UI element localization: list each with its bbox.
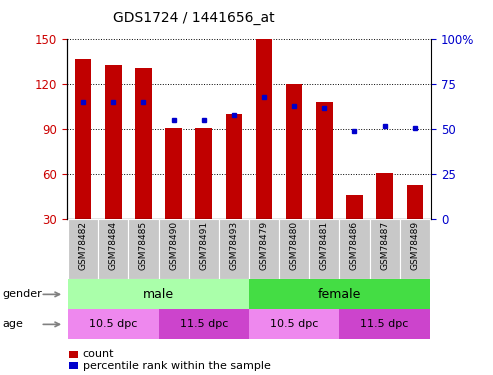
Bar bbox=[256, 39, 272, 219]
Bar bbox=[219, 219, 249, 279]
Bar bbox=[68, 219, 98, 279]
Bar bbox=[316, 102, 333, 219]
Text: 10.5 dpc: 10.5 dpc bbox=[89, 320, 138, 329]
Text: GSM78486: GSM78486 bbox=[350, 221, 359, 270]
Bar bbox=[279, 219, 309, 279]
Bar bbox=[135, 68, 152, 219]
Text: GDS1724 / 1441656_at: GDS1724 / 1441656_at bbox=[113, 11, 275, 25]
Bar bbox=[75, 59, 91, 219]
Text: 11.5 dpc: 11.5 dpc bbox=[179, 320, 228, 329]
Text: age: age bbox=[2, 320, 23, 329]
Bar bbox=[249, 279, 430, 309]
Bar bbox=[165, 128, 182, 219]
Bar bbox=[68, 279, 249, 309]
Bar bbox=[105, 65, 122, 219]
Text: gender: gender bbox=[2, 290, 42, 299]
Bar bbox=[407, 185, 423, 219]
Bar bbox=[98, 219, 128, 279]
Bar bbox=[226, 114, 242, 219]
Bar bbox=[128, 219, 159, 279]
Bar bbox=[309, 219, 339, 279]
Bar bbox=[249, 219, 279, 279]
Bar bbox=[370, 219, 400, 279]
Bar bbox=[339, 309, 430, 339]
Text: GSM78493: GSM78493 bbox=[229, 221, 239, 270]
Bar bbox=[376, 173, 393, 219]
Bar bbox=[159, 309, 249, 339]
Text: count: count bbox=[83, 350, 114, 359]
Text: GSM78480: GSM78480 bbox=[290, 221, 299, 270]
Text: GSM78484: GSM78484 bbox=[109, 221, 118, 270]
Bar bbox=[249, 309, 339, 339]
Text: percentile rank within the sample: percentile rank within the sample bbox=[83, 361, 271, 370]
Text: GSM78485: GSM78485 bbox=[139, 221, 148, 270]
Text: GSM78482: GSM78482 bbox=[79, 221, 88, 270]
Bar bbox=[339, 219, 370, 279]
Text: GSM78479: GSM78479 bbox=[259, 221, 269, 270]
Bar bbox=[346, 195, 363, 219]
Text: GSM78490: GSM78490 bbox=[169, 221, 178, 270]
Text: 10.5 dpc: 10.5 dpc bbox=[270, 320, 318, 329]
Bar bbox=[68, 309, 159, 339]
Bar bbox=[400, 219, 430, 279]
Bar bbox=[189, 219, 219, 279]
Text: GSM78481: GSM78481 bbox=[320, 221, 329, 270]
Bar bbox=[159, 219, 189, 279]
Text: male: male bbox=[143, 288, 174, 301]
Text: GSM78487: GSM78487 bbox=[380, 221, 389, 270]
Bar bbox=[195, 128, 212, 219]
Bar bbox=[286, 84, 303, 219]
Text: GSM78491: GSM78491 bbox=[199, 221, 208, 270]
Text: 11.5 dpc: 11.5 dpc bbox=[360, 320, 409, 329]
Text: female: female bbox=[317, 288, 361, 301]
Text: GSM78489: GSM78489 bbox=[410, 221, 419, 270]
